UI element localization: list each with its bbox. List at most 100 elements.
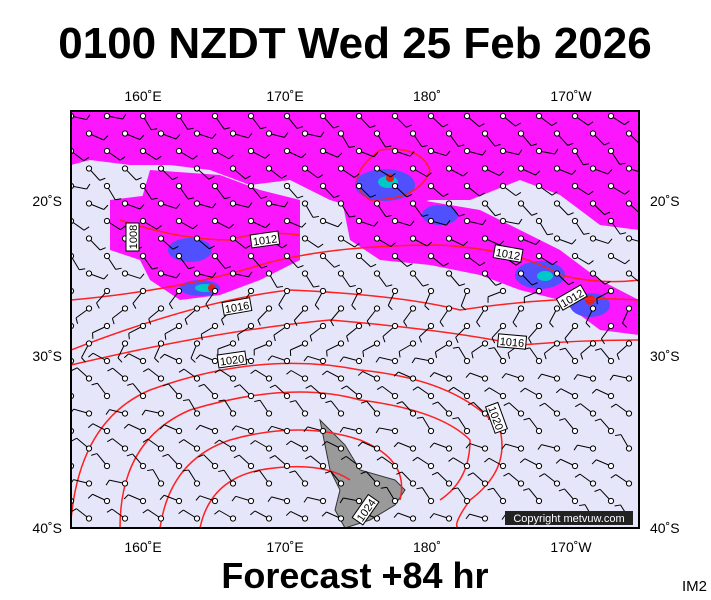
wind-barb <box>121 200 129 207</box>
wind-barb <box>293 320 298 326</box>
wind-barb <box>126 453 133 457</box>
wind-barb <box>248 202 253 208</box>
wind-barb <box>267 496 272 502</box>
wind-barb <box>289 400 296 403</box>
wind-barb <box>139 273 145 279</box>
wind-barb <box>463 182 471 190</box>
wind-barb <box>373 165 381 172</box>
wind-barb <box>373 200 381 207</box>
wind-barb <box>193 165 201 172</box>
wind-barb <box>319 462 327 470</box>
wind-barb <box>71 500 72 501</box>
wind-barb <box>471 352 474 359</box>
wind-barb <box>229 235 237 242</box>
wind-barb <box>465 372 471 378</box>
wind-barb <box>396 471 403 475</box>
wind-barb <box>86 183 91 190</box>
wind-barb <box>554 148 559 155</box>
wind-barb <box>432 401 439 405</box>
wind-barb <box>301 305 309 312</box>
wind-barb <box>458 213 465 217</box>
wind-barb <box>481 200 489 207</box>
wind-barb <box>229 445 237 452</box>
wind-barb <box>117 357 123 363</box>
wind-barb <box>260 196 267 199</box>
lat-label: 20˚S <box>32 193 62 209</box>
wind-barb <box>319 322 327 330</box>
wind-barb <box>265 200 273 207</box>
wind-barb <box>247 217 255 225</box>
wind-barb <box>499 357 507 365</box>
wind-barb <box>247 252 255 260</box>
wind-barb <box>445 305 453 312</box>
wind-barb <box>211 133 217 139</box>
wind-barb <box>571 357 579 365</box>
wind-barb <box>355 392 363 400</box>
wind-barb <box>319 427 327 435</box>
wind-barb <box>583 232 590 235</box>
wind-barb <box>385 214 392 218</box>
wind-barb <box>260 126 267 130</box>
wind-barb <box>463 287 471 295</box>
wind-barb <box>462 171 468 177</box>
wind-barb <box>283 287 291 295</box>
isobar-label: 1008 <box>128 225 140 249</box>
wind-barb <box>625 270 633 277</box>
wind-barb <box>254 399 261 403</box>
wind-barb <box>446 220 451 226</box>
wind-barb <box>148 318 152 325</box>
wind-barb <box>283 217 291 225</box>
wind-barb <box>123 353 130 359</box>
wind-barb <box>517 200 525 207</box>
wind-barb <box>301 410 309 417</box>
wind-barb <box>121 270 129 277</box>
wind-barb <box>337 480 345 487</box>
wind-barb <box>539 402 545 407</box>
wind-barb <box>535 427 543 435</box>
wind-barb <box>257 319 261 326</box>
wind-barb <box>357 441 363 447</box>
wind-barb <box>229 515 237 522</box>
wind-barb <box>198 383 205 387</box>
wind-barb <box>175 112 183 120</box>
wind-barb <box>309 335 313 342</box>
wind-barb <box>596 298 598 305</box>
wind-barb <box>87 493 93 499</box>
wind-barb <box>427 252 435 260</box>
wind-barb <box>515 192 522 197</box>
wind-barb <box>91 382 98 386</box>
wind-barb <box>151 197 158 200</box>
wind-barb <box>481 515 489 522</box>
wind-barb <box>127 383 134 386</box>
wind-barb <box>373 305 381 312</box>
wind-barb <box>585 322 591 328</box>
wind-barb <box>427 217 435 225</box>
wind-barb <box>481 340 489 347</box>
wind-barb <box>99 247 106 251</box>
wind-barb <box>376 456 383 461</box>
wind-barb <box>625 375 633 382</box>
wind-barb <box>476 321 481 328</box>
wind-barb <box>265 270 273 277</box>
wind-barb <box>625 305 633 312</box>
wind-barb <box>265 130 273 137</box>
wind-barb <box>211 427 219 435</box>
wind-barb <box>463 392 471 400</box>
wind-barb <box>517 270 525 277</box>
wind-barb <box>247 497 255 505</box>
copyright: Copyright metvuw.com <box>513 513 624 525</box>
wind-barb <box>484 457 490 463</box>
wind-barb <box>409 410 417 417</box>
wind-barb <box>85 340 93 347</box>
wind-barb <box>625 410 633 417</box>
wind-barb <box>409 220 415 226</box>
wind-barb <box>443 262 449 267</box>
wind-barb <box>445 445 453 452</box>
wind-barb <box>178 439 185 444</box>
wind-barb <box>535 112 543 120</box>
wind-barb <box>424 305 430 311</box>
wind-barb <box>614 504 621 507</box>
wind-barb <box>571 217 579 225</box>
wind-barb <box>385 145 392 148</box>
wind-barb <box>535 322 543 330</box>
